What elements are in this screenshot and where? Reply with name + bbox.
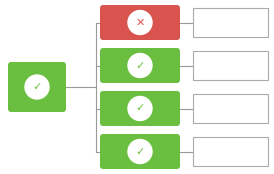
Circle shape (128, 140, 152, 164)
Circle shape (128, 10, 152, 34)
Text: ✓: ✓ (32, 82, 42, 92)
Text: ✓: ✓ (135, 147, 145, 156)
Bar (193, 8, 268, 37)
Text: ✕: ✕ (135, 18, 145, 27)
FancyBboxPatch shape (100, 48, 180, 83)
FancyBboxPatch shape (100, 134, 180, 169)
Circle shape (25, 75, 49, 99)
FancyBboxPatch shape (8, 62, 66, 112)
Circle shape (128, 97, 152, 121)
Bar (193, 51, 268, 80)
Bar (193, 94, 268, 123)
Circle shape (128, 53, 152, 77)
Text: ✓: ✓ (135, 61, 145, 70)
FancyBboxPatch shape (100, 91, 180, 126)
FancyBboxPatch shape (100, 5, 180, 40)
Text: ✓: ✓ (135, 104, 145, 113)
Bar (193, 137, 268, 166)
